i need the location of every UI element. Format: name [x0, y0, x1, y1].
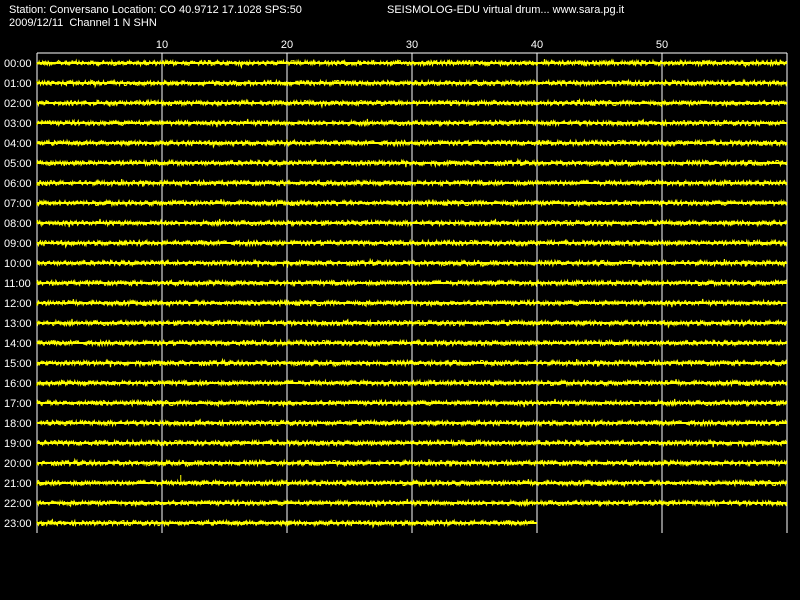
hour-label: 05:00 — [4, 158, 32, 170]
hour-label: 06:00 — [4, 178, 32, 190]
station-info: Station: Conversano Location: CO 40.9712… — [9, 4, 302, 16]
hour-label: 22:00 — [4, 498, 32, 510]
x-tick-label: 40 — [531, 39, 543, 51]
app-title: SEISMOLOG-EDU virtual drum... www.sara.p… — [387, 4, 625, 16]
x-tick-label: 20 — [281, 39, 293, 51]
hour-label: 10:00 — [4, 258, 32, 270]
hour-label: 09:00 — [4, 238, 32, 250]
hour-label: 02:00 — [4, 98, 32, 110]
hour-label: 03:00 — [4, 118, 32, 130]
hour-label: 19:00 — [4, 438, 32, 450]
hour-label: 17:00 — [4, 398, 32, 410]
hour-label: 20:00 — [4, 458, 32, 470]
x-tick-label: 10 — [156, 39, 168, 51]
hour-label: 18:00 — [4, 418, 32, 430]
hour-label: 11:00 — [4, 278, 31, 290]
hour-label: 21:00 — [4, 478, 32, 490]
hour-label: 15:00 — [4, 358, 32, 370]
trace-row — [36, 357, 788, 369]
hour-label: 23:00 — [4, 518, 32, 530]
hour-label: 01:00 — [4, 78, 32, 90]
hour-label: 00:00 — [4, 58, 32, 70]
hour-label: 04:00 — [4, 138, 32, 150]
hour-label: 16:00 — [4, 378, 32, 390]
date-channel-info: 2009/12/11 Channel 1 N SHN — [9, 17, 157, 29]
hour-label: 07:00 — [4, 198, 32, 210]
x-tick-label: 30 — [406, 39, 418, 51]
x-tick-label: 50 — [656, 39, 668, 51]
hour-label: 08:00 — [4, 218, 32, 230]
trace-row — [36, 157, 788, 169]
hour-label: 13:00 — [4, 318, 32, 330]
hour-label: 14:00 — [4, 338, 32, 350]
hour-label: 12:00 — [4, 298, 32, 310]
